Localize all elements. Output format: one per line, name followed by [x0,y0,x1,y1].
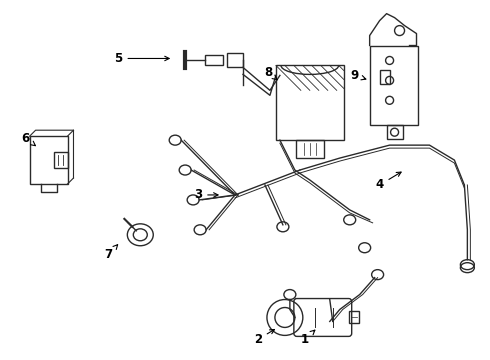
Text: 3: 3 [194,188,218,202]
Bar [349,311,359,323]
Bar [227,54,243,67]
Text: 8: 8 [264,66,277,80]
Text: 6: 6 [22,132,35,146]
Bar [276,66,343,140]
Text: 9: 9 [350,69,366,82]
Bar [205,55,223,66]
Bar [369,45,417,125]
Bar [296,140,324,158]
Bar [29,136,68,184]
Text: 5: 5 [114,52,169,65]
Text: 7: 7 [104,245,118,261]
Text: 1: 1 [301,330,315,346]
Bar [53,152,68,168]
Bar [387,125,403,139]
Text: 4: 4 [375,172,401,192]
Bar [380,71,390,84]
Text: 2: 2 [254,329,274,346]
